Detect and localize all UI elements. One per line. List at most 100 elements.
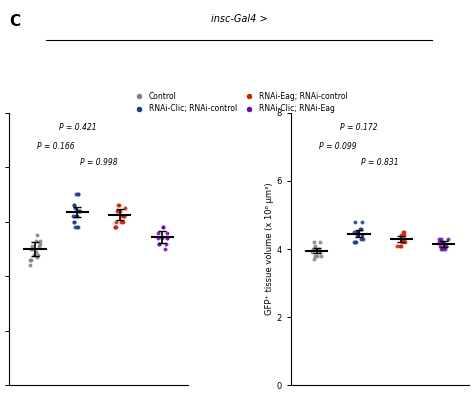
Point [28,246,36,252]
Point [114,207,122,214]
Point [400,229,408,235]
Point [120,213,128,220]
Text: insc-Gal4 >: insc-Gal4 > [211,14,268,24]
Point [71,218,78,225]
Point [309,246,317,252]
Point [75,207,82,214]
Point [401,239,409,246]
Point [32,248,40,255]
Point [30,251,37,258]
Point [116,207,124,214]
Point [316,239,323,246]
Point [400,235,408,242]
Point [114,207,121,214]
Point [441,246,449,252]
Point [111,224,119,230]
Point [35,243,43,250]
Point [76,207,84,214]
Point [118,213,126,220]
Point [439,239,447,246]
Point [70,218,78,225]
Point [112,218,120,225]
Point [311,246,319,252]
Point [350,229,358,235]
Point [399,229,407,235]
Point [161,246,169,252]
Text: P = 0.172: P = 0.172 [340,123,378,132]
Point [310,256,318,263]
Point [72,213,79,220]
Point [397,232,405,239]
Text: P = 0.421: P = 0.421 [59,123,96,132]
Point [27,262,34,269]
Point [396,242,403,249]
Point [74,191,82,198]
Point [69,213,76,220]
Point [73,213,81,220]
Point [33,254,41,261]
Point [311,253,319,259]
Point [443,242,450,249]
Point [163,235,170,241]
Point [400,235,407,242]
Point [318,253,325,259]
Point [119,218,127,225]
Point [163,229,171,236]
Point [27,246,35,252]
Point [352,239,360,246]
Text: P = 0.998: P = 0.998 [80,158,118,167]
Point [35,251,42,258]
Point [159,224,167,230]
Point [115,202,123,209]
Text: P = 0.166: P = 0.166 [37,142,75,151]
Point [32,238,40,244]
Point [438,246,445,252]
Point [316,246,323,252]
Point [111,224,119,230]
Point [401,232,408,239]
Point [358,232,365,239]
Point [309,249,316,256]
Point [118,218,125,225]
Point [72,224,79,230]
Point [70,202,77,209]
Y-axis label: GFP⁺ tissue volume (x 10⁶ μm³): GFP⁺ tissue volume (x 10⁶ μm³) [265,183,274,316]
Point [155,240,163,247]
Point [444,235,452,242]
Point [74,191,82,198]
Point [354,232,361,239]
Point [27,256,35,263]
Point [354,229,361,235]
Point [435,239,443,246]
Point [72,191,80,198]
Point [398,235,405,242]
Point [357,235,365,242]
Point [114,202,122,209]
Point [435,235,443,242]
Point [73,224,81,230]
Point [351,218,359,225]
Legend: Control, RNAi-Clic; RNAi-control, RNAi-Eag; RNAi-control, RNAi-Clic; RNAi-Eag: Control, RNAi-Clic; RNAi-control, RNAi-E… [131,91,347,114]
Point [351,239,358,246]
Point [159,224,166,230]
Point [356,225,364,232]
Point [437,235,445,242]
Point [358,218,366,225]
Point [72,205,79,212]
Point [26,256,34,263]
Point [34,232,41,239]
Point [121,205,128,212]
Point [394,242,401,249]
Point [398,242,405,249]
Text: C: C [9,14,20,29]
Point [28,243,36,250]
Point [120,213,128,220]
Point [163,235,171,241]
Point [154,229,162,236]
Point [351,239,358,246]
Point [436,242,444,249]
Point [163,240,170,247]
Point [159,235,166,241]
Point [438,239,446,246]
Point [313,253,321,259]
